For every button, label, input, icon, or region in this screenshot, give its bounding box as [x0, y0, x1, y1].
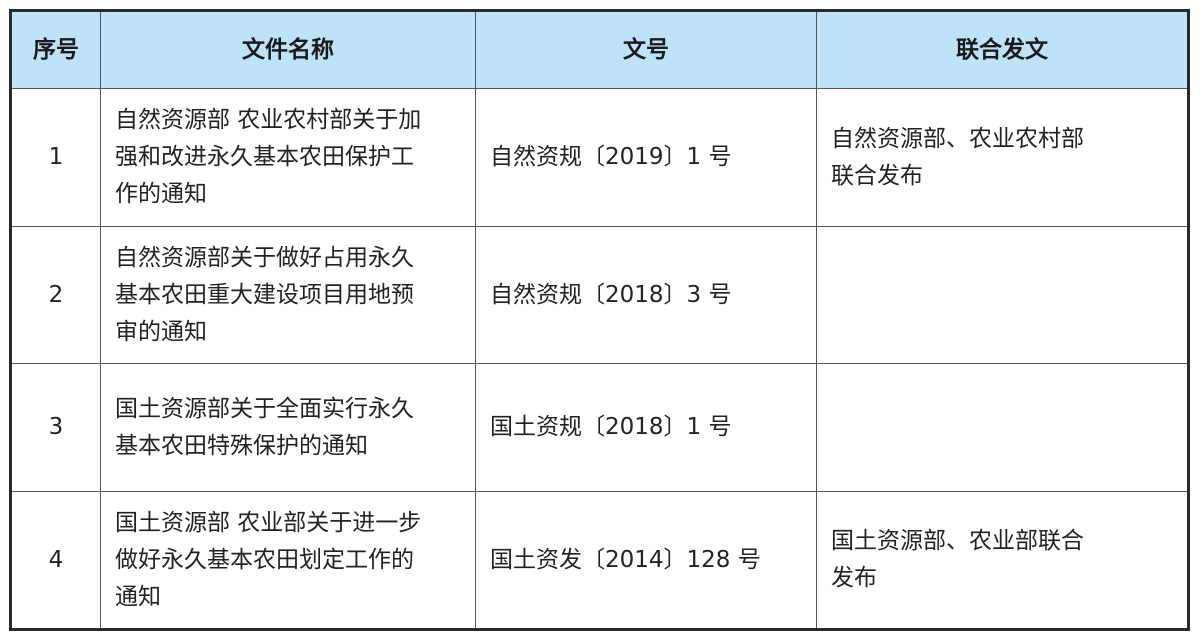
- cell-index: 2: [10, 226, 101, 364]
- file-name-line: 基本农田重大建设项目用地预: [115, 281, 414, 308]
- cell-index: 1: [10, 88, 101, 227]
- file-name-line: 通知: [115, 583, 161, 610]
- file-name-line: 审的通知: [115, 318, 207, 345]
- joint-issuance-line: 国土资源部、农业部联合: [831, 528, 1084, 554]
- cell-file-name: 自然资源部关于做好占用永久 基本农田重大建设项目用地预 审的通知: [100, 226, 476, 364]
- cell-joint-issuance: [816, 363, 1189, 492]
- header-doc-number: 文号: [475, 10, 817, 89]
- cell-doc-number: 国土资规〔2018〕1 号: [475, 363, 817, 492]
- table-row: 4 国土资源部 农业部关于进一步 做好永久基本农田划定工作的 通知 国土资发〔2014〕…: [10, 491, 1189, 630]
- table-row: 3 国土资源部关于全面实行永久 基本农田特殊保护的通知 国土资规〔2018〕1 号: [10, 363, 1189, 492]
- header-index: 序号: [10, 10, 101, 89]
- cell-joint-issuance: 自然资源部、农业农村部 联合发布: [816, 88, 1189, 227]
- cell-doc-number: 自然资规〔2019〕1 号: [475, 88, 817, 227]
- cell-file-name: 国土资源部关于全面实行永久 基本农田特殊保护的通知: [100, 363, 476, 492]
- cell-file-name: 国土资源部 农业部关于进一步 做好永久基本农田划定工作的 通知: [100, 491, 476, 630]
- joint-issuance-line: 自然资源部、农业农村部: [831, 125, 1084, 152]
- file-name-line: 国土资源部关于全面实行永久: [115, 395, 414, 422]
- file-name-line: 基本农田特殊保护的通知: [115, 432, 368, 459]
- file-name-line: 做好永久基本农田划定工作的: [115, 546, 414, 573]
- file-name-line: 强和改进永久基本农田保护工: [115, 144, 414, 170]
- cell-doc-number: 国土资发〔2014〕128 号: [475, 491, 817, 630]
- header-file-name: 文件名称: [100, 10, 476, 89]
- joint-issuance-line: 联合发布: [831, 162, 923, 189]
- file-name-line: 作的通知: [115, 181, 207, 207]
- cell-doc-number: 自然资规〔2018〕3 号: [475, 226, 817, 364]
- file-name-line: 国土资源部 农业部关于进一步: [115, 509, 422, 536]
- file-name-line: 自然资源部 农业农村部关于加: [115, 107, 422, 133]
- table-row: 2 自然资源部关于做好占用永久 基本农田重大建设项目用地预 审的通知 自然资规〔2018…: [10, 226, 1189, 364]
- table-row: 1 自然资源部 农业农村部关于加 强和改进永久基本农田保护工 作的通知 自然资规〔201…: [10, 88, 1189, 227]
- document-table: 序号 文件名称 文号 联合发文 1 自然资源部 农业农村部关于加 强和改进永久基本农…: [9, 9, 1190, 631]
- cell-file-name: 自然资源部 农业农村部关于加 强和改进永久基本农田保护工 作的通知: [100, 88, 476, 227]
- file-name-line: 自然资源部关于做好占用永久: [115, 244, 414, 271]
- joint-issuance-line: 发布: [831, 565, 877, 591]
- cell-joint-issuance: [816, 226, 1189, 364]
- cell-joint-issuance: 国土资源部、农业部联合 发布: [816, 491, 1189, 630]
- cell-index: 4: [10, 491, 101, 630]
- header-joint-issuance: 联合发文: [816, 10, 1189, 89]
- header-row: 序号 文件名称 文号 联合发文: [10, 10, 1189, 89]
- cell-index: 3: [10, 363, 101, 492]
